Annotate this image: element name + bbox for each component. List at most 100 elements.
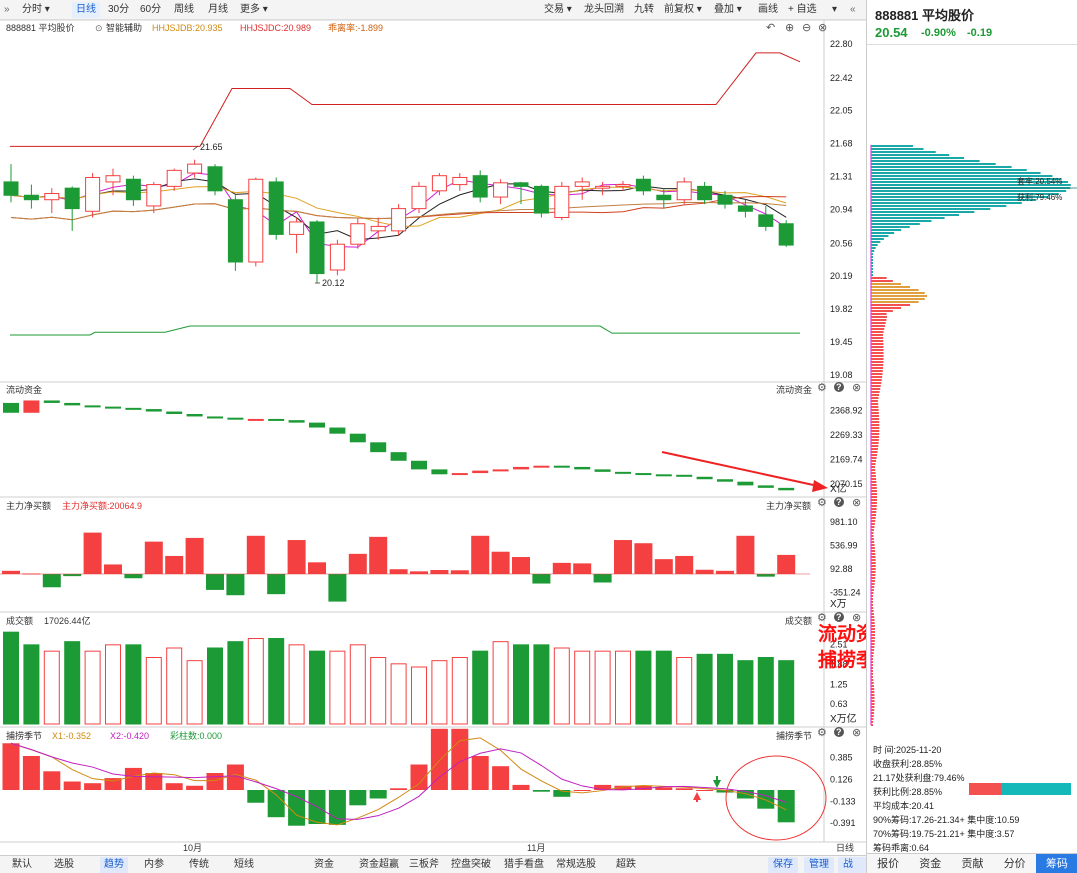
help-icon-bg (834, 727, 844, 737)
bottom-tab-12[interactable]: 超跌 (616, 859, 636, 870)
rp-tab-0[interactable]: 报价 (877, 858, 900, 870)
close-icon[interactable]: ⊗ (818, 22, 827, 34)
period-tab-2[interactable]: 30分 (108, 4, 130, 15)
self-select-button[interactable]: + 自选 (788, 4, 817, 15)
season-tick: 0.126 (830, 774, 853, 784)
bottom-tab-10[interactable]: 猎手看盘 (504, 859, 544, 870)
rp-tab-1[interactable]: 资金 (919, 858, 942, 870)
assist-label[interactable]: 智能辅助 (106, 22, 142, 33)
netbuy-bar (410, 571, 428, 574)
bottom-tab-9[interactable]: 控盘突破 (451, 859, 491, 870)
candle-body (717, 194, 733, 205)
period-tab-3[interactable]: 60分 (140, 4, 162, 15)
rp-info-line: 时 间:2025-11-20 (873, 745, 942, 755)
chip-bar (871, 208, 991, 210)
collapse-icon[interactable]: « (850, 4, 856, 15)
season-bar (777, 790, 795, 823)
candle-body (697, 185, 713, 201)
season-bar (675, 788, 693, 790)
season-bar (430, 728, 448, 790)
help-icon[interactable]: ? (836, 727, 842, 737)
netbuy-value: 主力净买额:20064.9 (62, 500, 142, 511)
netbuy-bar (369, 536, 388, 574)
period-tab-4[interactable]: 周线 (174, 4, 194, 15)
period-tab-1[interactable]: 日线 (72, 2, 100, 18)
stock-chart[interactable]: 888881 平均股价 ⊙ 智能辅助 HHJSJDB:20.935 HHJSJD… (0, 20, 866, 855)
bottom-button-2[interactable]: 战法 (838, 857, 866, 873)
netbuy-bar (287, 540, 306, 574)
bottom-tab-8[interactable]: 三板斧 (409, 859, 439, 870)
chip-bar (871, 541, 875, 543)
toolbar-right-3[interactable]: 前复权 ▾ (664, 4, 702, 15)
gear-icon[interactable]: ⚙ (817, 727, 827, 739)
chip-bar (871, 622, 875, 624)
volume-bar (737, 660, 754, 725)
zoom-in-icon[interactable]: ⊕ (785, 22, 794, 34)
chip-bar (871, 337, 884, 339)
close-icon[interactable]: ⊗ (852, 612, 861, 624)
toolbar-right-5[interactable]: 画线 (758, 4, 778, 15)
season-bar (736, 790, 754, 799)
chip-bar (871, 532, 874, 534)
rp-tab-2[interactable]: 贡献 (961, 858, 984, 870)
close-icon[interactable]: ⊗ (852, 382, 861, 394)
help-icon[interactable]: ? (836, 497, 842, 507)
zoom-out-icon[interactable]: ⊖ (802, 22, 811, 34)
chip-bar (871, 322, 886, 324)
period-tab-0[interactable]: 分时 ▾ (22, 4, 50, 15)
toolbar-right-1[interactable]: 龙头回溯 (584, 4, 624, 15)
bottom-tab-1[interactable]: 选股 (54, 859, 74, 870)
help-icon[interactable]: ? (836, 612, 842, 622)
help-icon[interactable]: ? (836, 382, 842, 392)
bottom-tab-4[interactable]: 传统 (189, 859, 209, 870)
expand-icon[interactable]: » (4, 4, 10, 15)
volume-bar (186, 660, 203, 725)
close-icon[interactable]: ⊗ (852, 727, 861, 739)
chip-bar (871, 517, 876, 519)
bottom-tab-3[interactable]: 内参 (144, 859, 164, 870)
gear-icon[interactable]: ⚙ (817, 497, 827, 509)
toolbar-right-4[interactable]: 叠加 ▾ (714, 4, 742, 15)
period-tab-5[interactable]: 月线 (208, 4, 228, 15)
chip-bar (871, 385, 881, 387)
chip-bar (871, 580, 875, 582)
bottom-tab-2[interactable]: 趋势 (100, 857, 128, 873)
assist-icon[interactable]: ⊙ (95, 23, 103, 33)
bottom-button-1[interactable]: 管理 (804, 857, 834, 873)
gear-icon[interactable]: ⚙ (817, 382, 827, 394)
netbuy-bar (144, 541, 163, 574)
red-arrow (661, 451, 828, 492)
volume-bar (635, 650, 652, 725)
flow-bar (43, 400, 60, 403)
flow-bar (594, 469, 611, 472)
dropdown-icon[interactable]: ▾ (832, 4, 838, 15)
candle-body (533, 185, 549, 214)
bottom-tab-11[interactable]: 常规选股 (556, 859, 596, 870)
flow-bar (676, 474, 693, 477)
bottom-tab-6[interactable]: 资金 (314, 859, 334, 870)
close-icon[interactable]: ⊗ (852, 497, 861, 509)
bottom-tab-0[interactable]: 默认 (12, 859, 32, 870)
rp-tab-4[interactable]: 筹码 (1035, 854, 1077, 873)
panel-icons: ↶ ⊕ ⊖ ⊗ ⚙? ⊗ ⚙? ⊗ ⚙? ⊗ ⚙? ⊗ (766, 22, 861, 739)
volume-bar (309, 650, 325, 725)
undo-icon[interactable]: ↶ (766, 22, 775, 34)
toolbar-right-0[interactable]: 交易 ▾ (544, 4, 572, 15)
gear-icon[interactable]: ⚙ (817, 612, 827, 624)
chip-bar (871, 571, 876, 573)
toolbar-right-2[interactable]: 九转 (634, 4, 654, 15)
bottom-tab-7[interactable]: 资金超赢 (359, 859, 399, 870)
bottom-tab-5[interactable]: 短线 (234, 859, 254, 870)
price-tick: 20.19 (830, 271, 853, 281)
rp-tab-3[interactable]: 分价 (1003, 858, 1026, 870)
chip-bar (871, 514, 877, 516)
chip-bar (871, 316, 888, 318)
flow-bar (655, 474, 672, 477)
volume-tick: 1.88 (830, 659, 848, 669)
chip-bar (871, 511, 877, 513)
period-tab-6[interactable]: 更多 ▾ (240, 4, 268, 15)
bottom-button-0[interactable]: 保存 (768, 857, 798, 873)
candle-body (513, 182, 529, 187)
chip-bar (871, 181, 1068, 183)
chip-bar (871, 682, 874, 684)
